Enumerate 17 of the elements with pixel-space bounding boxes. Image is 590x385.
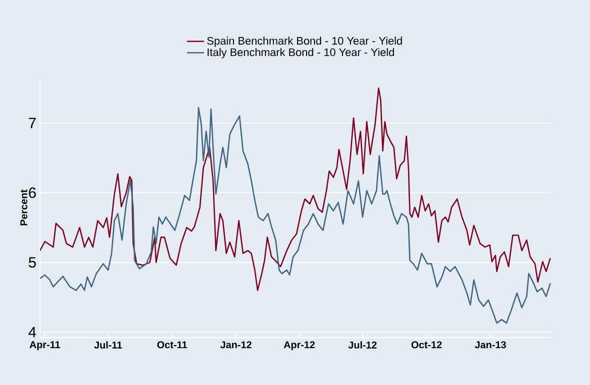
- x-tick-label: Oct-11: [157, 341, 188, 348]
- y-tick-label: 5: [28, 257, 36, 268]
- x-tick-label: Oct-12: [411, 341, 442, 348]
- legend-label: Spain Benchmark Bond - 10 Year - Yield: [207, 36, 402, 47]
- x-tick-label: Apr-11: [30, 341, 60, 350]
- x-tick-label: Jan-12: [220, 341, 252, 348]
- x-tick-label: Jan-13: [474, 341, 506, 348]
- legend-label: Italy Benchmark Bond - 10 Year - Yield: [208, 48, 394, 58]
- line-series: [40, 88, 551, 291]
- x-tick-label: Jul-12: [348, 341, 377, 349]
- y-tick-label: 6: [28, 187, 36, 198]
- y-tick-label: 7: [28, 118, 36, 128]
- line-series: [40, 107, 551, 324]
- y-tick-label: 4: [28, 326, 36, 338]
- y-axis-title: Percent: [20, 190, 28, 226]
- x-tick-label: Apr-12: [284, 341, 315, 350]
- x-tick-label: Jul-11: [94, 341, 122, 349]
